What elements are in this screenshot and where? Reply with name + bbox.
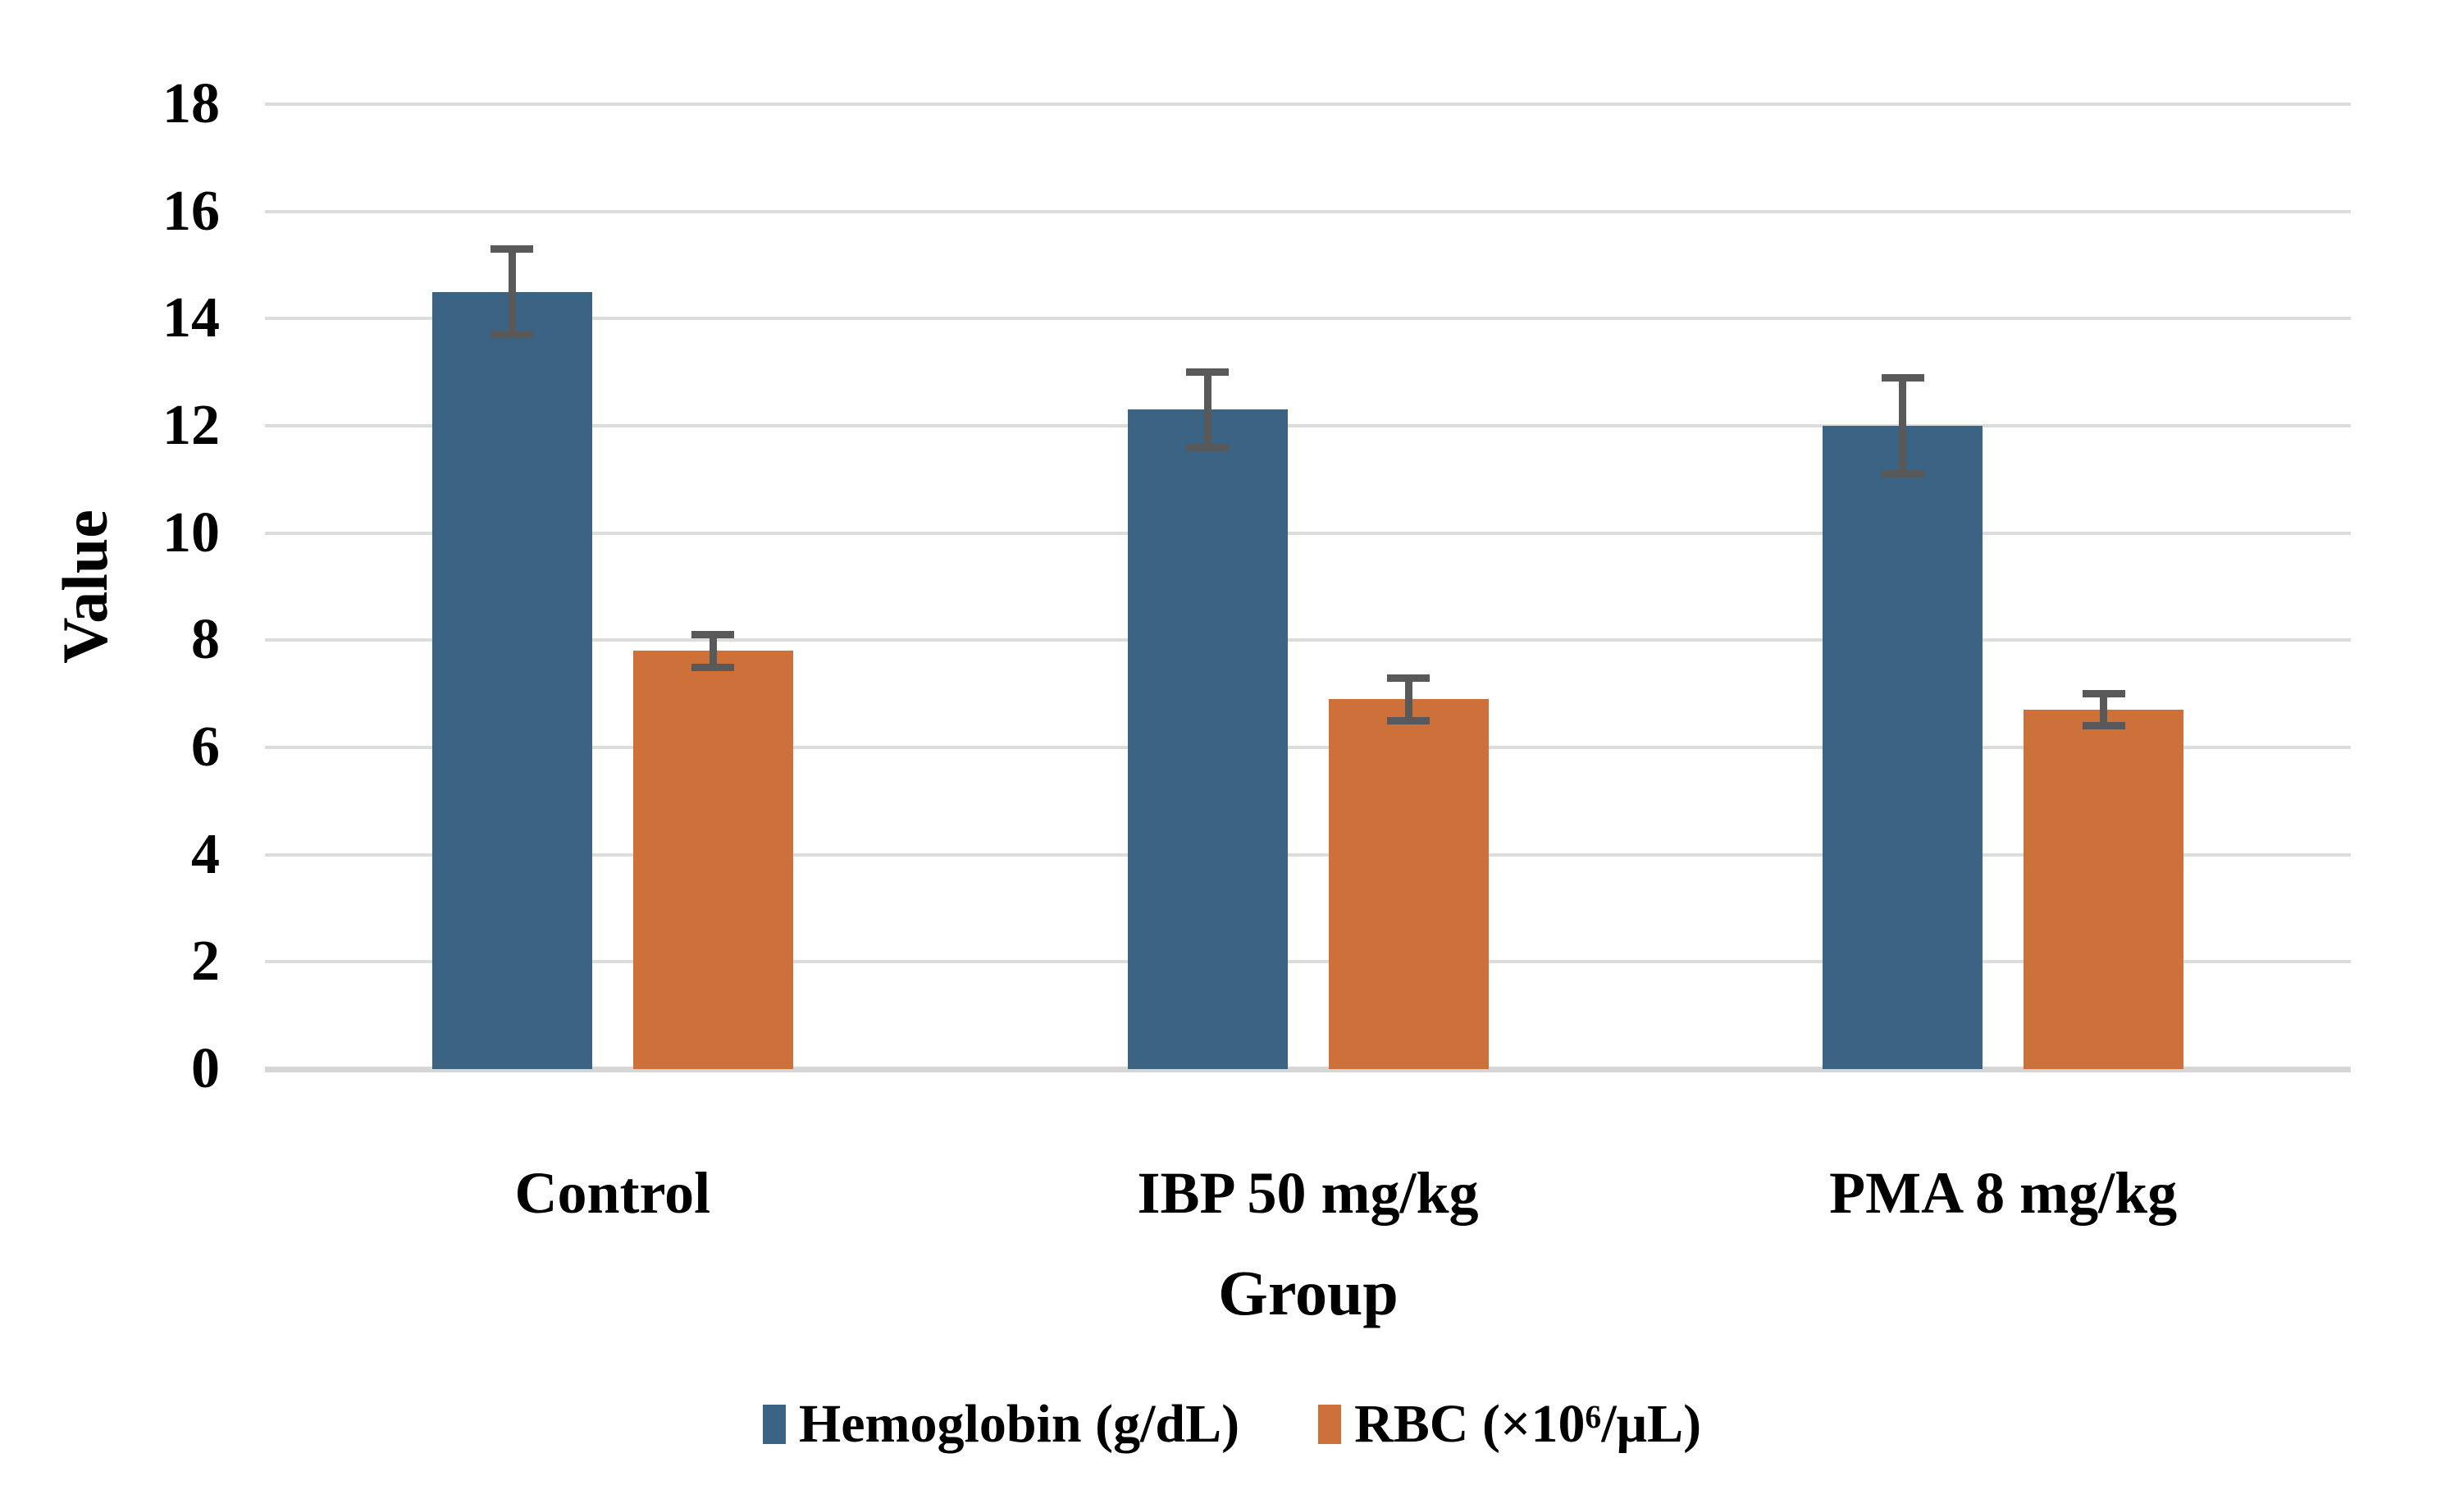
y-tick-label-8: 8: [191, 608, 220, 672]
error-bar-cap-low-hemoglobin-3: [1881, 470, 1924, 478]
error-bar-cap-low-hemoglobin-1: [491, 331, 534, 339]
y-tick-label-10: 10: [162, 500, 220, 564]
gridline-y-4: [265, 852, 2351, 857]
gridline-y-14: [265, 317, 2351, 321]
error-bar-cap-high-rbc-2: [1387, 674, 1430, 682]
y-tick-label-12: 12: [162, 394, 220, 457]
error-bar-cap-low-rbc-1: [691, 663, 735, 671]
gridline-y-8: [265, 638, 2351, 642]
bar-hemoglobin-1: [431, 291, 592, 1069]
y-tick-label-2: 2: [191, 930, 220, 994]
error-bar-cap-high-hemoglobin-1: [491, 245, 534, 253]
y-tick-label-16: 16: [162, 179, 220, 243]
gridline-y-16: [265, 209, 2351, 213]
error-bar-cap-low-rbc-2: [1387, 716, 1430, 724]
x-tick-label-1: Control: [514, 1160, 711, 1226]
y-tick-label-18: 18: [162, 72, 220, 135]
y-axis-title: Value: [49, 510, 121, 664]
bar-hemoglobin-3: [1823, 426, 1983, 1069]
gridline-y-10: [265, 531, 2351, 535]
y-tick-label-6: 6: [191, 715, 220, 779]
error-bar-cap-high-hemoglobin-2: [1186, 368, 1229, 377]
legend: Hemoglobin (g/dL) RBC (×10⁶/μL): [0, 1385, 2464, 1464]
legend-label-rbc: RBC (×10⁶/μL): [1354, 1394, 1702, 1454]
bar-rbc-1: [632, 651, 793, 1069]
gridline-y-6: [265, 746, 2351, 749]
error-bar-cap-high-rbc-3: [2082, 690, 2125, 698]
error-bar-cap-low-rbc-3: [2082, 722, 2125, 730]
legend-swatch-hemoglobin: [762, 1405, 786, 1444]
legend-label-hemoglobin: Hemoglobin (g/dL): [798, 1394, 1240, 1454]
gridline-y-2: [265, 960, 2351, 964]
error-bar-hemoglobin-3: [1899, 377, 1907, 474]
error-bar-rbc-1: [709, 634, 717, 667]
error-bar-rbc-2: [1404, 678, 1412, 721]
x-tick-label-3: PMA 8 mg/kg: [1829, 1160, 2178, 1226]
legend-swatch-rbc: [1318, 1405, 1342, 1444]
error-bar-cap-high-hemoglobin-3: [1881, 373, 1924, 382]
x-tick-label-2: IBP 50 mg/kg: [1137, 1160, 1479, 1226]
error-bar-hemoglobin-1: [508, 249, 516, 335]
x-axis-line: [265, 1067, 2351, 1072]
bar-rbc-3: [2024, 710, 2184, 1069]
bar-hemoglobin-2: [1127, 409, 1288, 1069]
x-axis-title: Group: [1218, 1257, 1399, 1328]
y-tick-label-4: 4: [191, 822, 220, 886]
legend-item-rbc: RBC (×10⁶/μL): [1318, 1395, 1701, 1454]
legend-item-hemoglobin: Hemoglobin (g/dL): [762, 1394, 1240, 1454]
bar-rbc-2: [1328, 699, 1489, 1069]
error-bar-hemoglobin-2: [1203, 372, 1211, 448]
y-tick-label-0: 0: [191, 1037, 220, 1100]
error-bar-cap-high-rbc-1: [691, 631, 735, 639]
y-tick-label-14: 14: [162, 286, 220, 350]
error-bar-cap-low-hemoglobin-2: [1186, 443, 1229, 451]
gridline-y-12: [265, 424, 2351, 427]
gridline-y-18: [265, 103, 2351, 106]
error-bar-rbc-3: [2100, 693, 2108, 726]
